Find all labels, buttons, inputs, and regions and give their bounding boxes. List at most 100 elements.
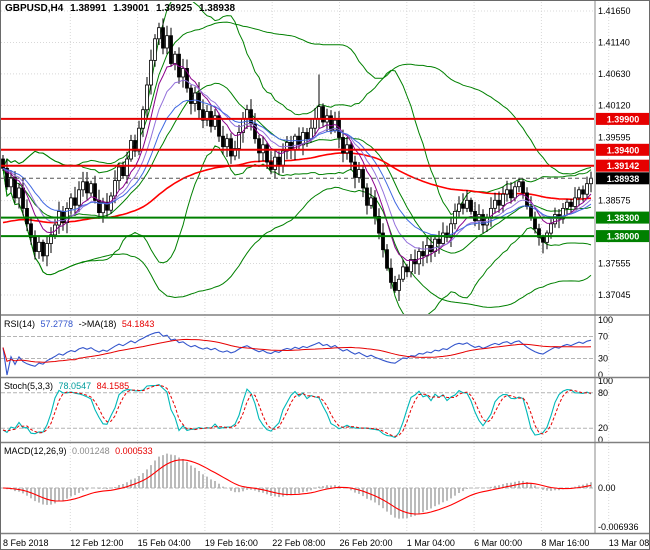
bollinger-lower [2,145,592,314]
candle-body [421,251,425,257]
candle-body [25,207,29,225]
candle-body [229,138,233,157]
candle-body [497,199,501,206]
stoch-tick-label: 80 [598,388,608,398]
candle-body [217,115,221,137]
candle-body [465,199,469,209]
candle-body [469,199,473,212]
candle-body [329,115,333,131]
candle-body [77,189,81,206]
candle-body [21,187,25,209]
candle-body [237,132,241,149]
stoch-tick-label: 0 [598,435,603,445]
time-axis-label: 12 Feb 12:00 [70,538,123,548]
price-badge-1.39142[interactable] [596,159,650,172]
price-badge-text: 1.38938 [607,174,640,184]
candle-body [553,214,557,225]
candle-body [457,203,461,212]
macd-signal-line [2,459,592,515]
candle-body [585,183,589,195]
rsi-tick-label: 100 [598,315,613,325]
time-axis-label: 8 Feb 2018 [3,538,49,548]
fast-ma-21 [2,99,592,237]
candle-body [225,138,229,148]
candle-body [521,181,525,194]
candle-body [221,135,225,148]
main-pane [1,2,593,314]
candle-body [481,214,485,226]
price-badge-1.39900[interactable] [596,112,650,125]
candle-body [313,118,317,129]
candle-body [417,251,421,265]
stoch-label: Stoch(5,3,3) 78.0547 84.1585 [4,381,132,391]
time-axis-label: 15 Feb 04:00 [138,538,191,548]
candle-body [449,223,453,238]
stoch-tick-label: 20 [598,423,608,433]
rsi-label: RSI(14) 57.2778 ->MA(18) 54.1843 [4,319,157,329]
candle-body [93,183,97,201]
candle-body [5,167,9,188]
candle-body [505,189,509,195]
candle-body [573,197,577,207]
candle-body [549,223,553,234]
price-badge-1.38000[interactable] [596,230,650,243]
candle-body [561,207,565,220]
candle-body [357,169,361,178]
bollinger-middle [2,82,592,254]
candle-body [49,234,53,244]
time-axis-label: 22 Feb 08:00 [272,538,325,548]
stoch-k-value: 78.0547 [58,381,92,391]
candle-body [389,267,393,283]
candle-body [277,156,281,166]
candle-body [353,161,357,178]
time-axis-label: 13 Mar 08:00 [609,538,650,548]
candle-body [541,236,545,243]
candle-body [369,197,373,206]
candle-body [73,197,77,206]
quote-low: 1.38925 [156,3,193,14]
candle-body [381,232,385,251]
candle-body [213,115,217,127]
price-levels [1,117,594,238]
pane-dividers-and-time-axis: 8 Feb 2018 12 Feb 12:00 15 Feb 04:00 19 Feb… [1,314,650,548]
candle-body [185,68,189,89]
quote-open: 1.38991 [70,3,107,14]
candle-body [525,192,529,207]
price-badge-text: 1.38000 [607,232,640,242]
candle-body [517,181,521,188]
candle-body [205,111,209,121]
price-tick-label: 1.41650 [598,6,631,16]
candle-body [161,27,165,49]
candle-body [153,38,157,61]
candle-body [193,92,197,104]
candle-body [149,59,153,86]
quote-close: 1.38938 [198,3,236,14]
candle-body [305,132,309,140]
macd-tick-label: -0.006936 [598,522,639,532]
candle-body [169,35,173,64]
candle-body [433,238,437,252]
candle-body [81,181,85,191]
candle-body [321,106,325,123]
rsi-ma-value: 54.1843 [121,319,155,329]
price-badge-1.38300[interactable] [596,211,650,224]
candle-body [437,238,441,244]
candle-body [501,193,505,206]
candle-body [393,281,397,291]
price-badge-1.39400[interactable] [596,143,650,156]
candle-body [441,232,445,244]
price-tick-label: 1.39595 [598,133,631,143]
candle-body [121,166,125,177]
rsi-tick-label: 0 [598,370,603,380]
price-badge-text: 1.39400 [607,145,640,155]
candle-body [577,189,581,199]
macd-pane [1,453,594,519]
price-badge-1.38938[interactable] [596,172,650,185]
candle-body [173,53,177,64]
candle-body [45,243,49,257]
candle-body [105,201,109,211]
candle-body [473,210,477,222]
rsi-name: RSI(14) [4,319,36,329]
